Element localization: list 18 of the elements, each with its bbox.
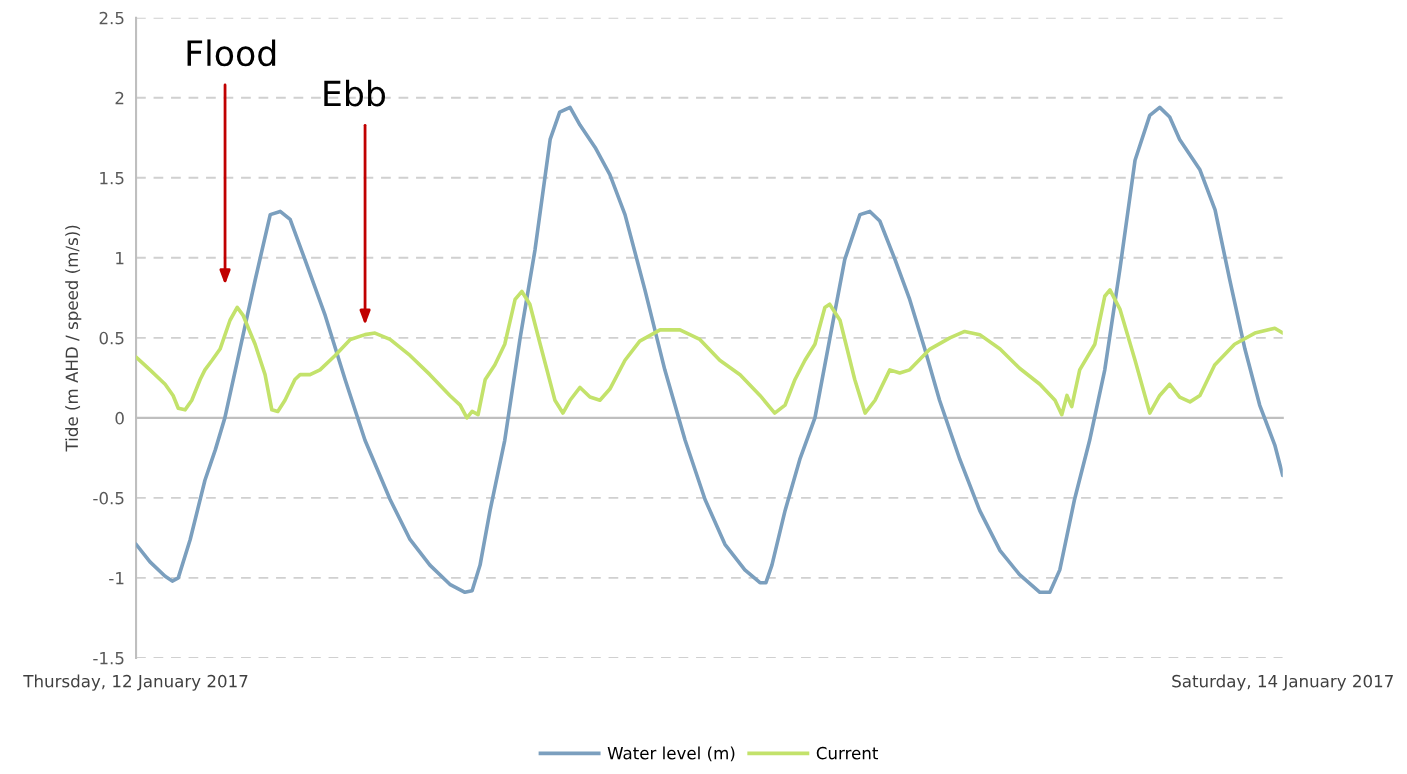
x-tick-label: Thursday, 12 January 2017	[23, 674, 248, 691]
y-tick-label: 1	[116, 252, 124, 265]
y-tick-label: -1.5	[93, 652, 124, 665]
y-tick-label: 0	[115, 411, 124, 425]
y-tick-label: 1.5	[100, 172, 124, 185]
legend-label: Water level (m)	[607, 746, 735, 762]
y-tick-label: 2	[115, 91, 124, 105]
y-tick-label: -0.5	[93, 491, 124, 505]
annotation: Flood	[187, 39, 276, 67]
y-tick-label: -1	[109, 572, 124, 585]
y-tick-label: 0.5	[99, 331, 124, 345]
y-axis-title: Tide (m AHD / speed (m/s))	[65, 225, 82, 452]
legend-label: Current	[816, 746, 879, 760]
y-tick-label: 2.5	[99, 11, 124, 25]
annotation: Ebb	[324, 79, 386, 107]
line-series	[136, 105, 1283, 595]
line-series	[136, 288, 1283, 420]
x-tick-label: Saturday, 14 January 2017	[1172, 674, 1393, 691]
